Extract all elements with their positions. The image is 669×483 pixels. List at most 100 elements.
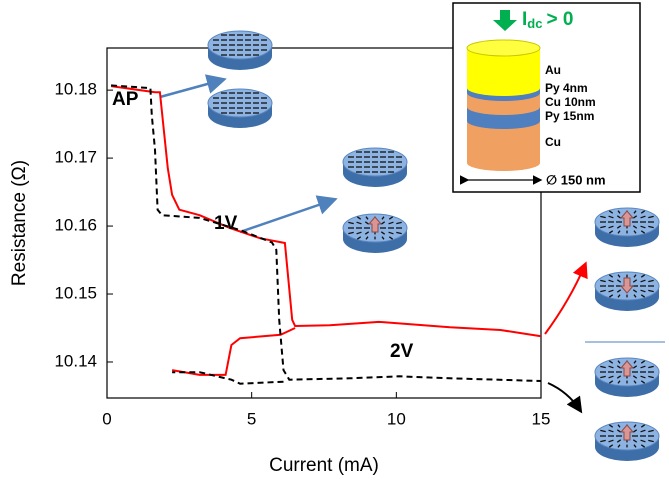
moment bbox=[633, 294, 637, 298]
moment bbox=[648, 225, 654, 229]
arrow bbox=[239, 195, 338, 234]
moment bbox=[356, 231, 362, 235]
plot-frame bbox=[106, 47, 542, 399]
moment bbox=[640, 380, 646, 384]
moment bbox=[348, 231, 354, 235]
moment bbox=[617, 274, 621, 278]
diameter-label: ∅ 150 nm bbox=[546, 172, 606, 187]
disk bbox=[207, 88, 273, 128]
core bbox=[367, 216, 383, 233]
moment bbox=[633, 230, 637, 234]
arrow bbox=[544, 261, 588, 335]
moment bbox=[608, 230, 614, 234]
moment bbox=[356, 221, 362, 225]
moment bbox=[633, 424, 637, 428]
moment bbox=[608, 274, 614, 278]
moment bbox=[600, 439, 606, 443]
arrow bbox=[159, 74, 227, 99]
moment bbox=[381, 236, 385, 240]
moment bbox=[608, 424, 614, 428]
moment bbox=[640, 274, 646, 278]
moment bbox=[365, 236, 369, 240]
disk bbox=[207, 30, 273, 70]
moment bbox=[617, 380, 621, 384]
moment bbox=[600, 225, 606, 229]
moment bbox=[388, 216, 394, 220]
disk bbox=[594, 357, 660, 397]
moment bbox=[617, 360, 621, 364]
moment bbox=[640, 225, 646, 229]
moment bbox=[640, 429, 646, 433]
moment bbox=[640, 289, 646, 293]
moment bbox=[617, 444, 621, 448]
moment bbox=[616, 225, 622, 229]
moment bbox=[633, 360, 637, 364]
moment bbox=[617, 294, 621, 298]
moment bbox=[648, 439, 654, 443]
moment bbox=[633, 444, 637, 448]
moment bbox=[608, 279, 614, 283]
moment bbox=[608, 380, 614, 384]
moment bbox=[633, 210, 637, 214]
moment bbox=[640, 365, 646, 369]
moment bbox=[632, 375, 638, 379]
moment bbox=[616, 365, 622, 369]
moment bbox=[600, 375, 606, 379]
core bbox=[619, 277, 635, 294]
x-tick-label: 15 bbox=[532, 409, 551, 428]
moment bbox=[640, 279, 646, 283]
moment bbox=[648, 215, 654, 219]
moment bbox=[648, 365, 654, 369]
annotation: 1V bbox=[214, 213, 238, 234]
moment bbox=[632, 279, 638, 283]
moment bbox=[380, 231, 386, 235]
moment bbox=[600, 365, 606, 369]
moment bbox=[648, 279, 654, 283]
disk bbox=[342, 147, 408, 187]
moment bbox=[388, 231, 394, 235]
moment bbox=[608, 365, 614, 369]
moment bbox=[608, 289, 614, 293]
layer-label: Cu 10nm bbox=[545, 95, 596, 109]
moment bbox=[632, 215, 638, 219]
y-tick-label: 10.18 bbox=[54, 80, 97, 99]
moment bbox=[348, 221, 354, 225]
series-line bbox=[110, 85, 542, 376]
current-arrow bbox=[493, 10, 517, 31]
core bbox=[619, 360, 635, 377]
moment bbox=[633, 380, 637, 384]
moment bbox=[632, 439, 638, 443]
moment bbox=[648, 429, 654, 433]
layer-label: Py 4nm bbox=[545, 81, 588, 95]
moment bbox=[381, 216, 385, 220]
moment bbox=[600, 429, 606, 433]
moment bbox=[616, 289, 622, 293]
series-line bbox=[111, 84, 542, 385]
moment bbox=[364, 221, 370, 225]
annotation: 2V bbox=[390, 341, 414, 362]
moment bbox=[396, 231, 402, 235]
moment bbox=[648, 289, 654, 293]
moment bbox=[617, 424, 621, 428]
annotation: AP bbox=[112, 89, 139, 110]
moment bbox=[640, 294, 646, 298]
disk bbox=[594, 421, 660, 461]
disk bbox=[594, 271, 660, 311]
moment bbox=[640, 375, 646, 379]
moment bbox=[365, 216, 369, 220]
moment bbox=[616, 375, 622, 379]
x-tick-label: 10 bbox=[387, 409, 406, 428]
moment bbox=[617, 210, 621, 214]
cylinder bbox=[466, 39, 541, 171]
moment bbox=[388, 221, 394, 225]
x-tick-label: 0 bbox=[102, 409, 111, 428]
moment bbox=[608, 429, 614, 433]
moment bbox=[380, 221, 386, 225]
moment bbox=[616, 429, 622, 433]
moment bbox=[616, 439, 622, 443]
moment bbox=[600, 279, 606, 283]
moment bbox=[600, 289, 606, 293]
moment bbox=[633, 274, 637, 278]
y-tick-label: 10.17 bbox=[54, 148, 97, 167]
